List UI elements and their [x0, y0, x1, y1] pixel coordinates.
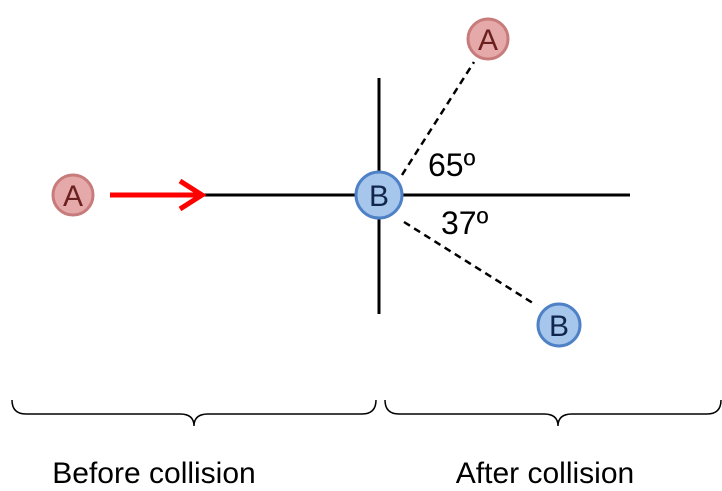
angle-b-label: 37º — [441, 205, 489, 241]
ball-b-after: B — [536, 302, 582, 348]
ball-b-collision: B — [354, 170, 404, 220]
ball-a-before-label: A — [63, 180, 83, 213]
after-collision-caption: After collision — [456, 457, 634, 490]
after-brace — [384, 399, 722, 427]
angle-a-label: 65º — [428, 147, 476, 183]
ball-a-trajectory — [400, 61, 476, 176]
ball-a-before: A — [51, 173, 95, 217]
ball-b-after-label: B — [549, 310, 569, 343]
ball-b-trajectory — [403, 220, 537, 307]
ball-b-collision-label: B — [369, 180, 389, 213]
before-collision-caption: Before collision — [52, 457, 255, 490]
velocity-arrow-head — [178, 178, 207, 212]
ball-a-after: A — [466, 17, 510, 61]
before-brace — [11, 399, 377, 427]
ball-a-after-label: A — [478, 24, 498, 57]
